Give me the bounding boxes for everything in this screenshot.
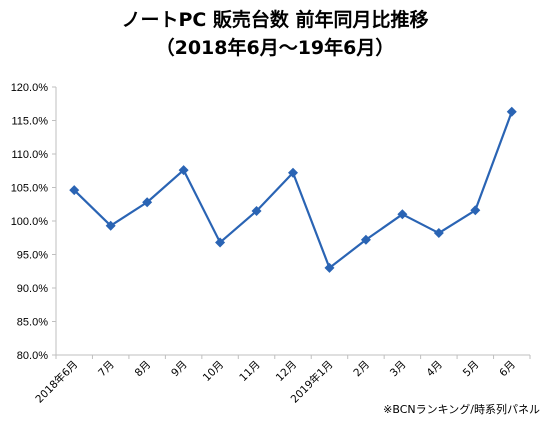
data-point-marker <box>105 220 116 231</box>
x-tick-label: 2月 <box>351 359 372 380</box>
y-tick-label: 115.0% <box>12 116 49 128</box>
data-point-marker <box>251 205 262 216</box>
y-tick-label: 90.0% <box>17 283 48 295</box>
x-tick-label: 6月 <box>497 359 518 380</box>
data-point-marker <box>178 165 189 176</box>
data-point-marker <box>142 197 153 208</box>
data-point-marker <box>397 209 408 220</box>
y-tick-label: 105.0% <box>11 183 49 195</box>
data-point-marker <box>288 167 298 178</box>
chart-title: ノートPC 販売台数 前年同月比推移 <box>121 9 429 31</box>
y-tick-label: 120.0% <box>11 82 49 94</box>
x-tick-label: 3月 <box>388 359 409 380</box>
x-tick-label: 8月 <box>133 359 154 380</box>
y-tick-label: 110.0% <box>12 149 49 161</box>
data-point-marker <box>324 262 335 273</box>
series-line <box>73 111 513 269</box>
data-point-marker <box>69 185 80 196</box>
data-point-marker <box>360 234 371 245</box>
x-tick-label: 12月 <box>274 359 299 384</box>
data-point-marker <box>433 228 444 239</box>
chart-subtitle: （2018年6月～19年6月） <box>155 37 395 59</box>
y-tick-label: 100.0% <box>11 216 49 228</box>
y-tick-label: 85.0% <box>17 317 48 329</box>
x-tick-label: 10月 <box>201 359 226 384</box>
x-tick-label: 2018年6月 <box>33 358 81 406</box>
data-point-marker <box>470 205 481 216</box>
data-point-marker <box>215 237 226 248</box>
source-note: ※BCNランキング/時系列パネル <box>383 403 540 416</box>
x-tick-label: 11月 <box>237 359 262 384</box>
x-tick-label: 5月 <box>461 359 482 380</box>
x-tick-label: 7月 <box>96 359 117 380</box>
x-tick-label: 4月 <box>424 359 445 380</box>
x-tick-label: 9月 <box>169 359 190 380</box>
data-point-marker <box>506 106 517 117</box>
y-tick-label: 80.0% <box>17 350 48 362</box>
y-tick-label: 95.0% <box>17 250 48 262</box>
